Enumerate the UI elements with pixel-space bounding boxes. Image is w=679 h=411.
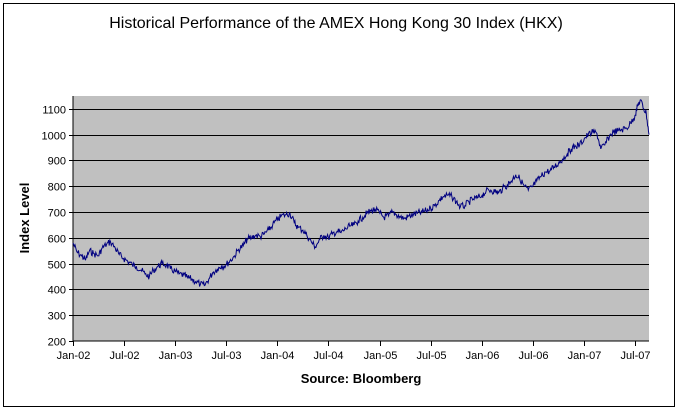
y-tick-label: 1000 (42, 131, 66, 143)
x-axis-ticks: Jan-02 Jul-02 Jan-03 Jul-03 Jan-04 Jul-04 Jan-… (57, 341, 651, 362)
x-tick-label: Jan-04 (261, 350, 295, 362)
x-tick-label: Jan-03 (159, 350, 193, 362)
x-tick-label: Jan-07 (568, 350, 602, 362)
x-tick-label: Jul-04 (314, 350, 344, 362)
chart-title: Historical Performance of the AMEX Hong … (109, 15, 563, 32)
y-axis-ticks: 200 300 400 500 600 700 800 900 1000 1100 (42, 105, 73, 349)
y-tick-label: 800 (48, 182, 66, 194)
x-tick-label: Jul-06 (519, 350, 549, 362)
x-tick-label: Jul-07 (621, 350, 651, 362)
x-tick-label: Jul-02 (110, 350, 140, 362)
y-tick-label: 300 (48, 311, 66, 323)
gridlines (73, 109, 649, 316)
y-tick-label: 200 (48, 337, 66, 349)
x-tick-label: Jan-05 (364, 350, 398, 362)
x-tick-label: Jul-05 (417, 350, 447, 362)
y-tick-label: 500 (48, 260, 66, 272)
y-tick-label: 600 (48, 234, 66, 246)
y-tick-label: 1100 (42, 105, 66, 117)
y-tick-label: 400 (48, 285, 66, 297)
y-tick-label: 700 (48, 208, 66, 220)
y-tick-label: 900 (48, 156, 66, 168)
y-axis-title: Index Level (17, 183, 32, 254)
x-axis-title: Source: Bloomberg (301, 371, 422, 386)
x-tick-label: Jul-03 (212, 350, 242, 362)
x-tick-label: Jan-06 (466, 350, 500, 362)
x-tick-label: Jan-02 (57, 350, 91, 362)
index-series-line (72, 99, 650, 287)
